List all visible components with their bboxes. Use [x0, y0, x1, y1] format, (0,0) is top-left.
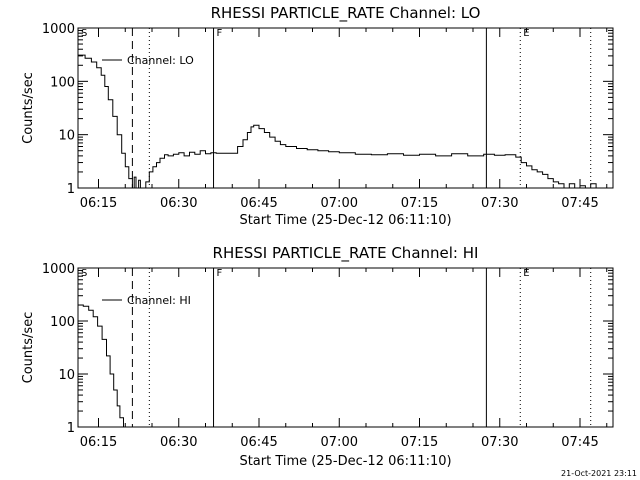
chart-0-ytick-label: 1000: [42, 22, 75, 37]
chart-1-marker-label-3: F: [217, 268, 223, 279]
chart-0-ytick-label: 100: [50, 75, 75, 90]
chart-0-xtick-label: 06:30: [160, 196, 197, 211]
chart-1-xlabel: Start Time (25-Dec-12 06:11:10): [239, 454, 451, 469]
chart-0-marker-label-3: F: [217, 28, 223, 39]
chart-1-frame: [77, 267, 614, 428]
chart-0-xtick-label: 06:45: [240, 196, 277, 211]
chart-1-series-0: [78, 304, 124, 427]
chart-1-xtick-label: 06:45: [240, 435, 277, 450]
chart-0-xtick-label: 07:15: [401, 196, 438, 211]
chart-0-xtick-label: 06:15: [80, 196, 117, 211]
chart-1-title: RHESSI PARTICLE_RATE Channel: HI: [213, 244, 479, 263]
chart-1-xtick-label: 07:30: [481, 435, 518, 450]
chart-1-ytick-label: 10: [58, 368, 75, 383]
chart-1-marker-label-5: E: [523, 268, 529, 279]
chart-1-xtick-label: 06:30: [160, 435, 197, 450]
chart-0-title: RHESSI PARTICLE_RATE Channel: LO: [211, 4, 481, 23]
chart-0-ytick-label: 1: [67, 182, 75, 197]
panel-lo: RHESSI PARTICLE_RATE Channel: LO 1 10 100 10…: [21, 4, 614, 228]
chart-1-marker-label-0: S: [81, 268, 87, 279]
chart-1-ytick-label: 100: [50, 315, 75, 330]
chart-1-ytick-label: 1: [67, 421, 75, 436]
chart-1-legend-label: Channel: HI: [127, 294, 191, 307]
chart-0-xtick-label: 07:45: [561, 196, 598, 211]
chart-0-xlabel: Start Time (25-Dec-12 06:11:10): [239, 213, 451, 228]
chart-1-xtick-label: 07:00: [321, 435, 358, 450]
chart-0-ylabel: Counts/sec: [21, 72, 36, 144]
chart-1-ytick-label: 1000: [42, 262, 75, 277]
chart-1-xtick-label: 06:15: [80, 435, 117, 450]
chart-1-xtick-label: 07:45: [561, 435, 598, 450]
chart-1-xtick-label: 07:15: [401, 435, 438, 450]
chart-0-marker-label-5: E: [523, 28, 529, 39]
chart-0-ytick-label: 10: [58, 129, 75, 144]
chart-0-marker-label-0: S: [81, 28, 87, 39]
chart-0-frame: [77, 27, 614, 189]
panel-hi: RHESSI PARTICLE_RATE Channel: HI 1 10 100 10…: [21, 244, 614, 469]
chart-0-series-0: [78, 54, 597, 189]
chart-1-ylabel: Counts/sec: [21, 312, 36, 384]
chart-0-legend-label: Channel: LO: [127, 54, 194, 67]
chart-0-xtick-label: 07:00: [321, 196, 358, 211]
footer-timestamp: 21-Oct-2021 23:11: [561, 469, 637, 478]
chart-0-xtick-label: 07:30: [481, 196, 518, 211]
